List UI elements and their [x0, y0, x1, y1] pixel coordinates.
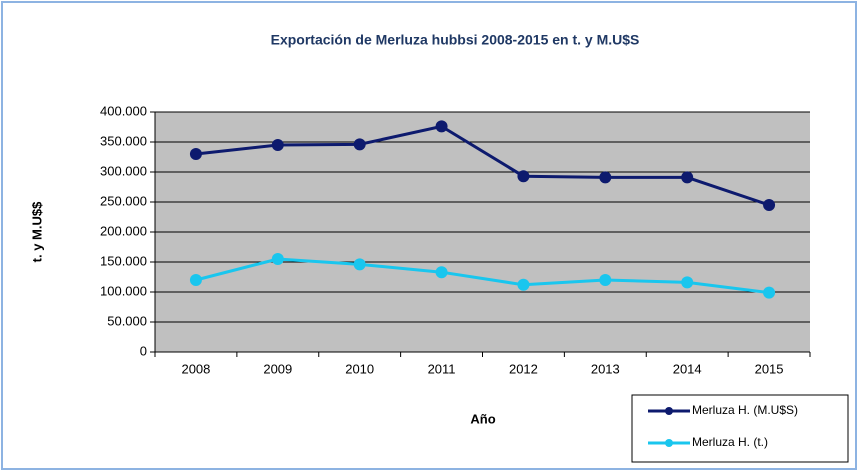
data-point	[189, 148, 202, 160]
y-tick-label: 350.000	[100, 133, 147, 148]
y-tick-label: 150.000	[100, 253, 147, 268]
data-point	[435, 266, 448, 279]
legend-label: Merluza H. (M.U$S)	[692, 403, 798, 417]
x-tick-label: 2011	[428, 361, 456, 376]
data-point	[353, 258, 366, 271]
y-axis-label: t. y M.U$$	[29, 201, 44, 262]
data-point	[271, 139, 284, 151]
y-tick-label: 100.000	[100, 283, 147, 298]
x-tick-label: 2013	[591, 361, 620, 376]
x-tick-label: 2012	[509, 361, 538, 376]
x-tick-label: 2015	[755, 361, 784, 376]
data-point	[435, 120, 448, 133]
legend	[631, 394, 849, 463]
data-point	[599, 274, 612, 286]
data-point	[599, 171, 612, 184]
series-line	[195, 124, 770, 207]
x-tick-label: 2009	[263, 361, 292, 376]
y-tick-label: 200.000	[100, 223, 147, 238]
y-tick-label: 300.000	[100, 163, 147, 178]
y-tick-label: 0	[140, 343, 147, 358]
y-tick-label: 400.000	[100, 103, 147, 118]
x-tick-label: 2008	[181, 361, 210, 376]
data-point	[763, 286, 776, 299]
data-point	[763, 199, 776, 211]
series-line	[195, 257, 770, 295]
legend-label: Merluza H. (t.)	[692, 435, 768, 449]
data-point	[517, 170, 530, 183]
chart-title: Exportación de Merluza hubbsi 2008-2015 …	[271, 32, 640, 48]
data-point	[681, 171, 694, 184]
data-point	[353, 138, 366, 151]
data-point	[517, 278, 530, 291]
x-axis-label: Año	[470, 411, 495, 426]
x-tick-label: 2010	[345, 361, 374, 376]
y-tick-label: 250.000	[100, 193, 147, 208]
y-tick-label: 50.000	[107, 313, 147, 328]
data-point	[681, 276, 694, 289]
legend-marker	[665, 439, 673, 447]
data-point	[189, 274, 202, 286]
data-point	[271, 253, 284, 265]
legend-marker	[665, 407, 673, 415]
x-tick-label: 2014	[673, 361, 702, 376]
